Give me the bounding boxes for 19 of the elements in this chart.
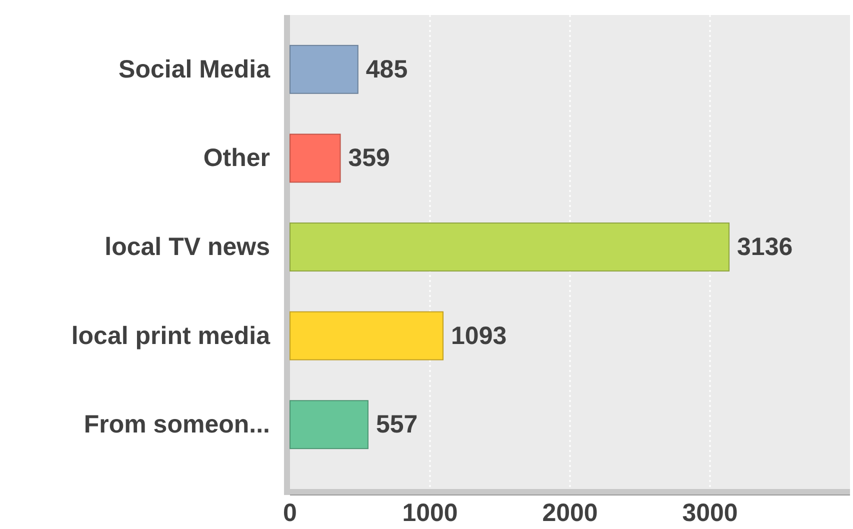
bar [290, 311, 444, 360]
data-label: 359 [348, 144, 390, 172]
bar [290, 222, 730, 272]
bar [290, 400, 368, 450]
y-tick-label: local TV news [104, 233, 270, 261]
x-tick-label: 0 [283, 499, 297, 527]
data-label: 1093 [451, 322, 507, 350]
bar [290, 134, 341, 183]
y-tick-label: local print media [71, 322, 272, 350]
data-label: 3136 [737, 233, 793, 261]
data-label: 485 [366, 55, 408, 84]
y-tick-label: Other [203, 144, 270, 172]
y-tick-label: Social Media [118, 55, 272, 84]
bar [290, 44, 358, 94]
x-tick-label: 1000 [402, 499, 458, 527]
x-tick-label: 2000 [542, 499, 598, 527]
y-tick-label: From someon... [84, 410, 270, 439]
x-tick-label: 3000 [682, 499, 738, 527]
data-label: 557 [376, 410, 418, 439]
